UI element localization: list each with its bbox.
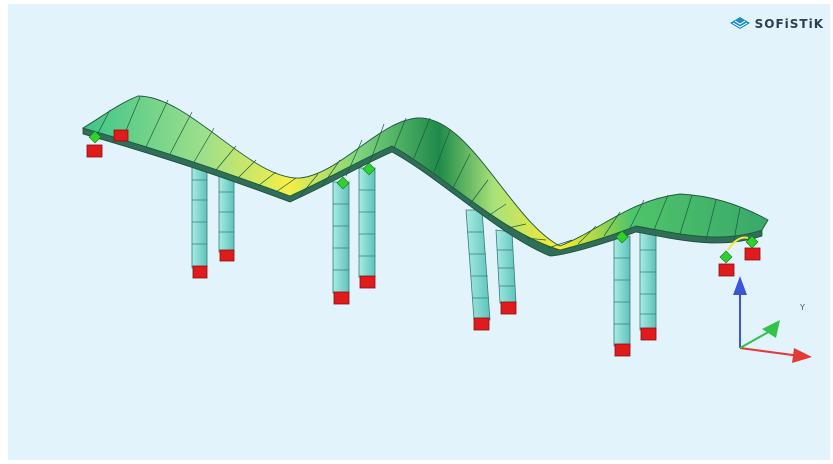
logo-text: SOFiSTiK — [754, 17, 824, 31]
deck-segment-lines — [97, 96, 741, 249]
support-block — [359, 275, 376, 289]
hinge-marker — [745, 235, 759, 249]
column-6 — [495, 229, 517, 304]
column-8 — [639, 227, 657, 331]
support-block — [640, 327, 657, 341]
column-2 — [218, 171, 235, 253]
support-block — [333, 291, 350, 305]
model-viewport[interactable]: Y SOFiSTiK — [8, 4, 830, 460]
sofistik-diamond-icon — [729, 17, 750, 29]
columns — [191, 157, 657, 347]
support-block — [219, 249, 235, 262]
column-7 — [613, 235, 631, 347]
column-supports — [192, 249, 657, 357]
axis-triad: Y — [733, 276, 812, 363]
z-axis-arrow-icon — [733, 276, 747, 295]
x-axis-arrow-icon — [792, 348, 812, 363]
support-block — [614, 343, 631, 357]
column-3 — [332, 181, 350, 294]
hinge-marker — [719, 250, 733, 264]
support-block — [192, 265, 208, 279]
end-supports-left — [86, 129, 129, 158]
sofistik-logo: SOFiSTiK — [729, 16, 824, 32]
column-4 — [358, 167, 376, 278]
support-block — [473, 317, 490, 331]
end-supports-right — [718, 235, 761, 277]
bridge-deck — [81, 95, 769, 251]
structure-3d-view: Y — [81, 95, 812, 363]
y-axis-label: Y — [799, 303, 805, 312]
y-axis-arrow-icon — [762, 320, 780, 338]
support-block — [500, 301, 517, 315]
column-top-hinges — [336, 162, 629, 244]
column-5 — [465, 209, 491, 321]
hinge-marker — [88, 130, 102, 144]
column-1 — [191, 157, 208, 269]
